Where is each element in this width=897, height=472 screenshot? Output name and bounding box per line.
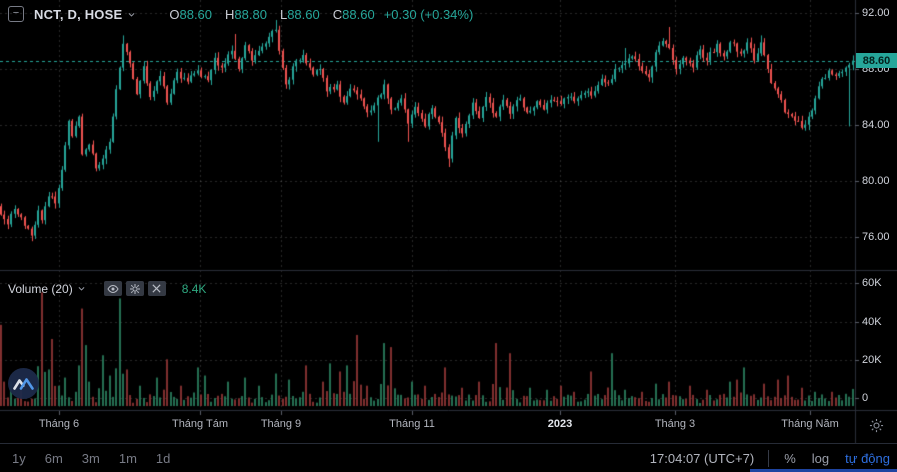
time-tick[interactable]: Tháng Tám — [171, 418, 229, 430]
open-value: 88.60 — [179, 6, 213, 22]
symbol-title[interactable]: NCT, D, HOSE — [34, 6, 123, 22]
percent-scale-button[interactable]: % — [784, 450, 796, 466]
sun-icon[interactable] — [856, 411, 897, 440]
range-6m[interactable]: 6m — [44, 450, 63, 466]
ohlc-values: O88.60 H88.80 L88.60 C88.60 — [169, 6, 375, 22]
eye-icon[interactable] — [103, 281, 122, 296]
price-tick[interactable]: 84.00 — [862, 119, 890, 131]
range-1d[interactable]: 1d — [155, 450, 171, 466]
volume-tick[interactable]: 40K — [862, 316, 882, 328]
high-value: 88.80 — [234, 6, 267, 22]
auto-scale-button[interactable]: tự động — [845, 450, 890, 466]
time-tick[interactable]: Tháng 3 — [654, 418, 696, 430]
range-1m[interactable]: 1m — [118, 450, 137, 466]
price-tick[interactable]: 80.00 — [862, 175, 890, 187]
bottom-toolbar: 1y 6m 3m 1m 1d 17:04:07 (UTC+7) % log tự… — [0, 443, 897, 472]
price-chart-canvas[interactable] — [0, 0, 897, 443]
toolbar-divider — [768, 449, 770, 467]
volume-indicator-title[interactable]: Volume (20) — [8, 281, 73, 296]
time-tick[interactable]: Tháng 11 — [389, 418, 435, 430]
close-icon[interactable] — [147, 281, 166, 296]
volume-tick[interactable]: 20K — [862, 354, 882, 366]
tradingview-logo[interactable] — [8, 368, 39, 399]
price-tick[interactable]: 92.00 — [862, 7, 890, 19]
time-tick-year[interactable]: 2023 — [547, 418, 573, 430]
low-value: 88.60 — [287, 6, 320, 22]
time-tick[interactable]: Tháng Năm — [781, 418, 839, 430]
volume-value: 8.4K — [181, 281, 207, 296]
price-tick[interactable]: 76.00 — [862, 231, 890, 243]
last-price-label: 88.60 — [856, 53, 897, 68]
volume-indicator-legend: Volume (20) 8.4K — [8, 281, 206, 296]
volume-tick[interactable]: 0 — [862, 392, 869, 404]
change-value: +0.30 (+0.34%) — [383, 6, 474, 22]
volume-tick[interactable]: 60K — [862, 277, 882, 289]
symbol-legend: − NCT, D, HOSE O88.60 H88.80 L88.60 C88.… — [8, 6, 473, 22]
minus-box-icon[interactable]: − — [8, 6, 24, 22]
close-value: 88.60 — [342, 6, 375, 22]
time-tick[interactable]: Tháng 6 — [38, 418, 80, 430]
chevron-down-icon[interactable] — [77, 284, 86, 293]
log-scale-button[interactable]: log — [811, 450, 830, 466]
time-tick[interactable]: Tháng 9 — [260, 418, 302, 430]
chevron-down-icon[interactable] — [127, 10, 136, 19]
range-1y[interactable]: 1y — [12, 450, 26, 466]
range-3m[interactable]: 3m — [81, 450, 100, 466]
clock[interactable]: 17:04:07 (UTC+7) — [649, 450, 755, 466]
gear-icon[interactable] — [125, 281, 144, 296]
bottom-edge-accent — [750, 469, 897, 472]
range-selector: 1y 6m 3m 1m 1d — [12, 451, 170, 466]
